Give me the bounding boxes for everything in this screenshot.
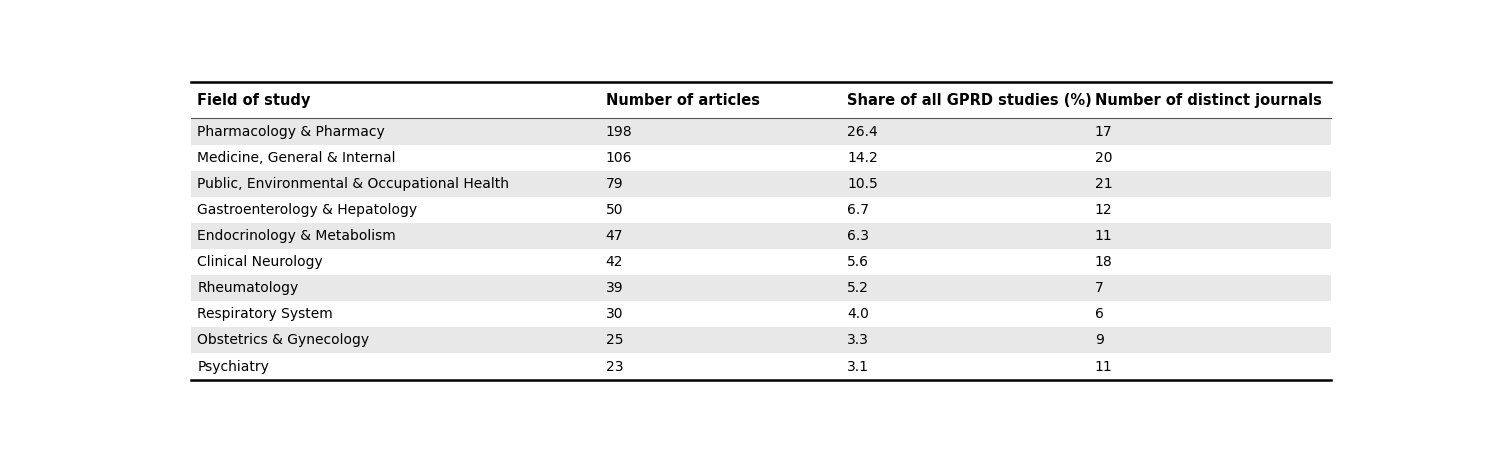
Text: 11: 11 (1094, 359, 1112, 374)
Text: Clinical Neurology: Clinical Neurology (198, 255, 322, 269)
Text: 23: 23 (606, 359, 624, 374)
Text: 47: 47 (606, 229, 624, 243)
Text: Field of study: Field of study (198, 93, 310, 108)
Text: Endocrinology & Metabolism: Endocrinology & Metabolism (198, 229, 396, 243)
Text: Medicine, General & Internal: Medicine, General & Internal (198, 151, 395, 165)
Text: 26.4: 26.4 (848, 124, 878, 138)
Text: 106: 106 (606, 151, 633, 165)
Text: 18: 18 (1094, 255, 1112, 269)
Bar (192, 145, 1331, 171)
Text: 7: 7 (1094, 281, 1103, 295)
Text: 6: 6 (1094, 307, 1103, 321)
Text: Public, Environmental & Occupational Health: Public, Environmental & Occupational Hea… (198, 177, 509, 191)
Text: 5.6: 5.6 (848, 255, 869, 269)
Text: 9: 9 (1094, 333, 1103, 348)
Text: 25: 25 (606, 333, 624, 348)
Text: 5.2: 5.2 (848, 281, 869, 295)
Bar (192, 249, 1331, 275)
Bar (192, 119, 1331, 145)
Text: Obstetrics & Gynecology: Obstetrics & Gynecology (198, 333, 370, 348)
Bar (192, 327, 1331, 353)
Text: 14.2: 14.2 (848, 151, 878, 165)
Bar (192, 223, 1331, 249)
Text: Rheumatology: Rheumatology (198, 281, 298, 295)
Text: Gastroenterology & Hepatology: Gastroenterology & Hepatology (198, 203, 417, 217)
Text: 6.3: 6.3 (848, 229, 869, 243)
Text: 42: 42 (606, 255, 624, 269)
Text: Psychiatry: Psychiatry (198, 359, 269, 374)
Text: 6.7: 6.7 (848, 203, 869, 217)
Text: 50: 50 (606, 203, 624, 217)
Text: 10.5: 10.5 (848, 177, 878, 191)
Text: 20: 20 (1094, 151, 1112, 165)
Text: Number of articles: Number of articles (606, 93, 760, 108)
Text: Respiratory System: Respiratory System (198, 307, 333, 321)
Text: 39: 39 (606, 281, 624, 295)
Bar (192, 353, 1331, 380)
Text: 17: 17 (1094, 124, 1112, 138)
Text: 11: 11 (1094, 229, 1112, 243)
Bar (192, 197, 1331, 223)
Bar (192, 171, 1331, 197)
Bar (192, 301, 1331, 327)
Bar (192, 275, 1331, 301)
Text: 21: 21 (1094, 177, 1112, 191)
Text: Share of all GPRD studies (%): Share of all GPRD studies (%) (848, 93, 1091, 108)
Text: 198: 198 (606, 124, 633, 138)
Text: 4.0: 4.0 (848, 307, 869, 321)
Text: 3.3: 3.3 (848, 333, 869, 348)
Text: 30: 30 (606, 307, 624, 321)
Text: Number of distinct journals: Number of distinct journals (1094, 93, 1322, 108)
Text: 3.1: 3.1 (848, 359, 869, 374)
Text: Pharmacology & Pharmacy: Pharmacology & Pharmacy (198, 124, 385, 138)
Text: 12: 12 (1094, 203, 1112, 217)
Text: 79: 79 (606, 177, 624, 191)
